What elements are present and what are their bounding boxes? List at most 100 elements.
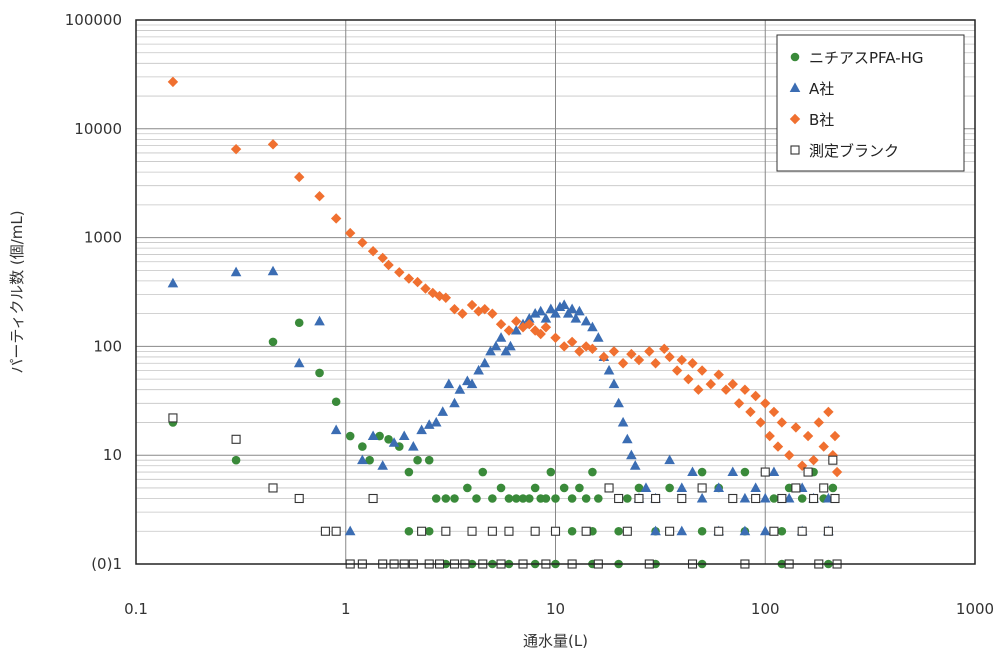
data-point — [454, 384, 466, 394]
y-axis-tick-labels: (0)1 10 100 1000 10000 100000 — [65, 11, 122, 573]
data-point — [588, 467, 597, 477]
data-point — [441, 494, 451, 503]
data-point — [671, 365, 683, 376]
data-point — [394, 267, 405, 278]
data-point — [417, 526, 427, 536]
data-point — [784, 483, 794, 493]
x-tick-label: 10 — [546, 600, 565, 618]
data-point — [510, 324, 522, 335]
data-point — [511, 494, 521, 503]
data-point — [705, 378, 716, 390]
data-point — [772, 441, 784, 452]
data-point — [450, 494, 459, 503]
legend-box — [776, 34, 965, 172]
data-point — [693, 384, 704, 395]
data-point — [496, 483, 506, 493]
data-point — [831, 466, 843, 478]
y-axis-title: パーティクル数 (個/mL) — [8, 210, 26, 373]
data-point — [330, 213, 342, 224]
data-point — [403, 273, 415, 284]
data-point — [614, 493, 624, 504]
data-point — [551, 494, 560, 503]
data-point — [294, 493, 304, 504]
data-point — [315, 368, 324, 378]
data-point — [479, 357, 491, 368]
data-point — [696, 492, 708, 503]
x-axis-title: 通水量(L) — [523, 632, 588, 650]
data-point — [368, 493, 378, 504]
series-1 — [167, 265, 834, 536]
data-point — [677, 493, 687, 504]
data-point — [294, 171, 305, 183]
data-point — [559, 483, 569, 493]
data-point — [644, 346, 655, 357]
data-point — [739, 525, 751, 536]
data-point — [665, 483, 674, 493]
legend-label: ニチアスPFA-HG — [809, 49, 924, 67]
data-point — [466, 299, 478, 311]
data-point — [802, 430, 814, 442]
data-point — [331, 526, 341, 536]
data-point — [593, 332, 604, 342]
data-point — [581, 526, 591, 536]
data-point — [728, 493, 738, 504]
data-point — [566, 336, 578, 348]
data-point — [783, 492, 795, 503]
data-point — [587, 343, 598, 355]
x-tick-label: 0.1 — [124, 600, 148, 618]
data-point — [331, 397, 341, 407]
data-point — [500, 345, 512, 356]
data-point — [377, 252, 388, 264]
data-point — [505, 340, 516, 351]
data-point — [558, 341, 570, 352]
data-point — [617, 416, 629, 427]
y-tick-label: 100000 — [65, 11, 122, 29]
data-point — [650, 358, 661, 369]
data-point — [367, 430, 379, 441]
data-point — [791, 483, 801, 493]
data-series — [167, 76, 843, 569]
data-point — [676, 354, 687, 366]
data-point — [823, 526, 833, 536]
data-point — [823, 406, 834, 418]
data-point — [441, 526, 451, 536]
data-point — [230, 266, 242, 277]
data-point — [384, 435, 393, 444]
data-point — [697, 467, 707, 477]
data-point — [608, 346, 620, 357]
data-point — [768, 406, 780, 418]
data-point — [813, 417, 824, 428]
data-point — [440, 292, 452, 303]
data-point — [676, 525, 688, 536]
data-point — [541, 494, 551, 503]
data-point — [398, 430, 410, 441]
y-tick-label: 100 — [93, 337, 122, 355]
data-point — [377, 460, 388, 470]
data-point — [755, 417, 766, 428]
legend-label: B社 — [809, 111, 834, 129]
data-point — [634, 483, 644, 493]
data-point — [713, 482, 725, 492]
data-point — [598, 351, 610, 363]
x-axis-tick-labels: 0.1 1 10 100 1000 — [124, 600, 994, 618]
data-point — [617, 358, 629, 369]
data-point — [231, 434, 241, 444]
data-point — [546, 467, 556, 477]
data-point — [430, 416, 442, 427]
data-point — [167, 76, 179, 88]
data-point — [503, 325, 515, 336]
data-point — [829, 430, 841, 442]
data-point — [412, 276, 423, 288]
data-point — [367, 245, 379, 257]
data-point — [777, 493, 787, 504]
data-point — [267, 265, 279, 276]
series-2 — [167, 76, 843, 478]
data-point — [231, 455, 241, 465]
data-point — [626, 449, 637, 460]
legend-label: A社 — [809, 80, 834, 98]
data-point — [664, 351, 675, 363]
data-point — [408, 440, 419, 451]
data-point — [478, 467, 488, 477]
data-point — [344, 227, 356, 239]
data-point — [404, 467, 414, 477]
